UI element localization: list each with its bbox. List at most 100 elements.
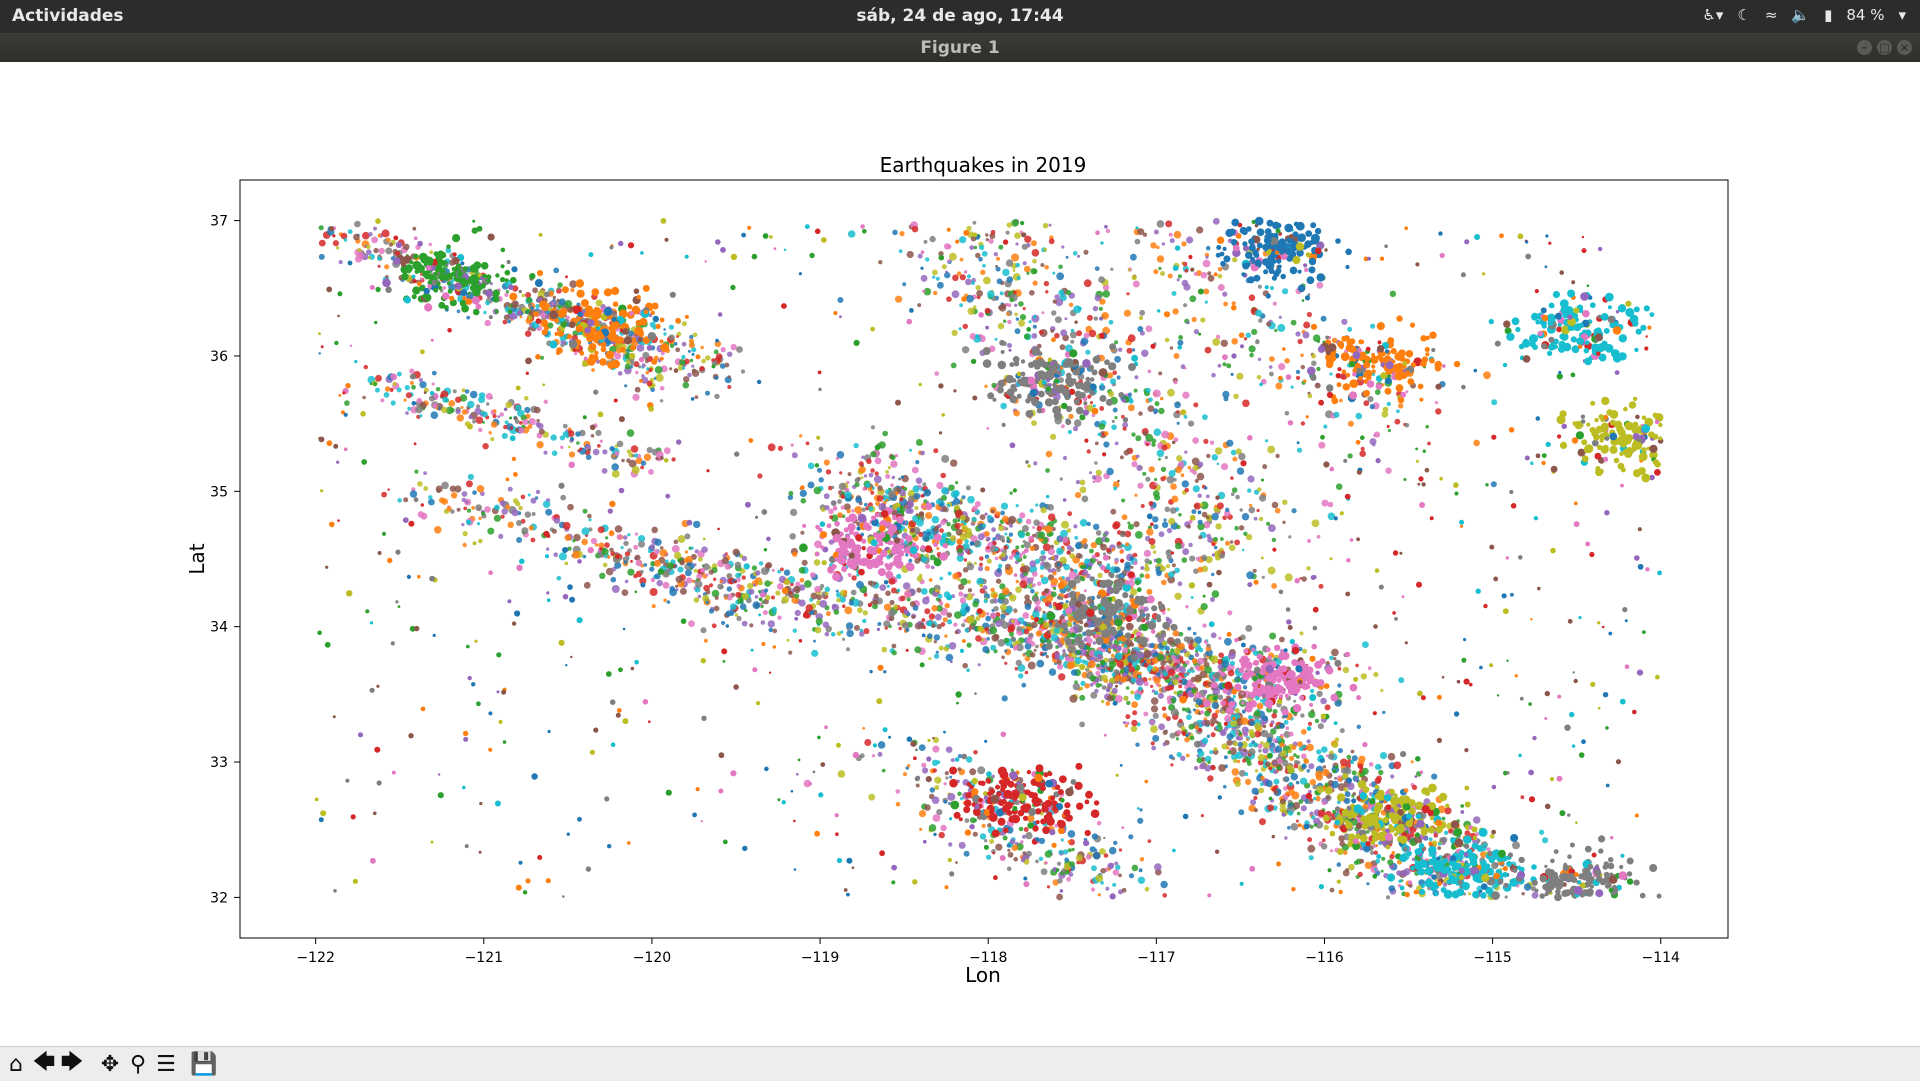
scatter-point — [1140, 504, 1145, 508]
scatter-point — [1368, 783, 1372, 787]
scatter-point — [572, 539, 576, 543]
scatter-point — [1337, 683, 1342, 688]
system-tray[interactable]: ♿▾ ☾ ≈ 🔈 ▮ 84 % ▾ — [1702, 6, 1906, 24]
scatter-point — [835, 456, 839, 461]
scatter-point — [724, 362, 730, 368]
scatter-point — [994, 547, 999, 552]
activities-button[interactable]: Actividades — [12, 6, 124, 26]
scatter-point — [1099, 406, 1105, 411]
scatter-point — [943, 800, 948, 804]
scatter-point — [624, 363, 631, 370]
scatter-point — [1182, 732, 1186, 737]
scatter-point — [1038, 837, 1046, 845]
scatter-point — [1323, 824, 1330, 831]
scatter-point — [428, 498, 435, 506]
scatter-point — [1111, 424, 1117, 431]
scatter-point — [611, 585, 620, 593]
scatter-point — [885, 470, 889, 474]
scatter-point — [1331, 780, 1339, 789]
scatter-point — [651, 526, 658, 534]
scatter-point — [1052, 299, 1058, 304]
scatter-point — [719, 579, 723, 584]
close-icon[interactable]: × — [1897, 40, 1912, 55]
scatter-point — [1170, 483, 1177, 490]
scatter-point — [1262, 724, 1267, 729]
scatter-point — [1065, 289, 1072, 296]
window-titlebar[interactable]: Figure 1 – □ × — [0, 33, 1920, 62]
scatter-point — [611, 470, 620, 478]
scatter-point — [654, 573, 661, 580]
scatter-point — [1036, 659, 1045, 668]
scatter-point — [1215, 720, 1219, 724]
scatter-point — [650, 577, 656, 583]
scatter-point — [999, 291, 1004, 296]
scatter-point — [905, 553, 909, 557]
scatter-point — [962, 567, 969, 573]
chevron-down-icon[interactable]: ▾ — [1898, 6, 1906, 24]
scatter-point — [973, 750, 978, 755]
scatter-point — [1149, 506, 1154, 511]
scatter-point — [734, 613, 739, 617]
scatter-point — [955, 528, 963, 536]
scatter-point — [1032, 324, 1037, 329]
scatter-point — [981, 250, 988, 257]
accessibility-icon[interactable]: ♿▾ — [1702, 6, 1724, 24]
scatter-point — [1431, 840, 1438, 846]
scatter-point — [519, 421, 523, 425]
scatter-point — [877, 622, 882, 626]
scatter-point — [1232, 456, 1238, 462]
scatter-point — [966, 274, 972, 279]
scatter-point — [765, 562, 773, 569]
scatter-point — [1262, 464, 1268, 470]
scatter-point — [906, 250, 914, 259]
scatter-point — [1013, 608, 1018, 613]
scatter-point — [1286, 764, 1292, 770]
scatter-point — [882, 430, 888, 437]
scatter-point — [939, 576, 943, 581]
scatter-point — [1321, 499, 1329, 507]
scatter-point — [992, 593, 998, 599]
scatter-point — [1152, 712, 1159, 720]
scatter-point — [630, 360, 635, 366]
scatter-point — [514, 419, 520, 424]
scatter-point — [1180, 726, 1186, 731]
scatter-point — [696, 573, 703, 580]
scatter-point — [1134, 693, 1142, 701]
scatter-point — [1147, 369, 1152, 374]
scatter-point — [1301, 753, 1307, 759]
scatter-point — [764, 588, 769, 593]
scatter-point — [963, 558, 968, 562]
scatter-point — [1257, 487, 1262, 492]
scatter-point — [1048, 604, 1052, 608]
scatter-point — [1196, 472, 1205, 481]
scatter-point — [428, 242, 432, 247]
maximize-icon[interactable]: □ — [1877, 40, 1892, 55]
scatter-point — [813, 486, 822, 495]
scatter-point — [1072, 682, 1081, 691]
clock[interactable]: sáb, 24 de ago, 17:44 — [856, 6, 1064, 26]
scatter-point — [943, 782, 947, 786]
scatter-point — [1234, 780, 1241, 788]
scatter-point — [466, 508, 472, 513]
scatter-point — [595, 429, 602, 436]
scatter-point — [449, 485, 457, 492]
scatter-point — [847, 472, 852, 477]
scatter-point — [1183, 415, 1188, 419]
minimize-icon[interactable]: – — [1857, 40, 1872, 55]
scatter-point — [1001, 587, 1010, 596]
scatter-point — [916, 518, 924, 527]
scatter-point — [1186, 524, 1191, 529]
scatter-point — [450, 492, 458, 499]
figure-canvas[interactable]: Earthquakes in 2019 −122 −121 −120 −119 −118… — [0, 62, 1920, 1046]
scatter-point — [1050, 633, 1059, 642]
scatter-point — [934, 613, 942, 621]
scatter-point — [1106, 563, 1111, 567]
scatter-point — [1032, 583, 1036, 587]
scatter-point — [873, 475, 882, 484]
scatter-point — [1477, 839, 1481, 843]
scatter-point — [701, 546, 708, 553]
scatter-point — [585, 454, 592, 461]
scatter-point — [1095, 682, 1101, 688]
scatter-point — [462, 542, 467, 548]
scatter-point — [1069, 657, 1074, 662]
